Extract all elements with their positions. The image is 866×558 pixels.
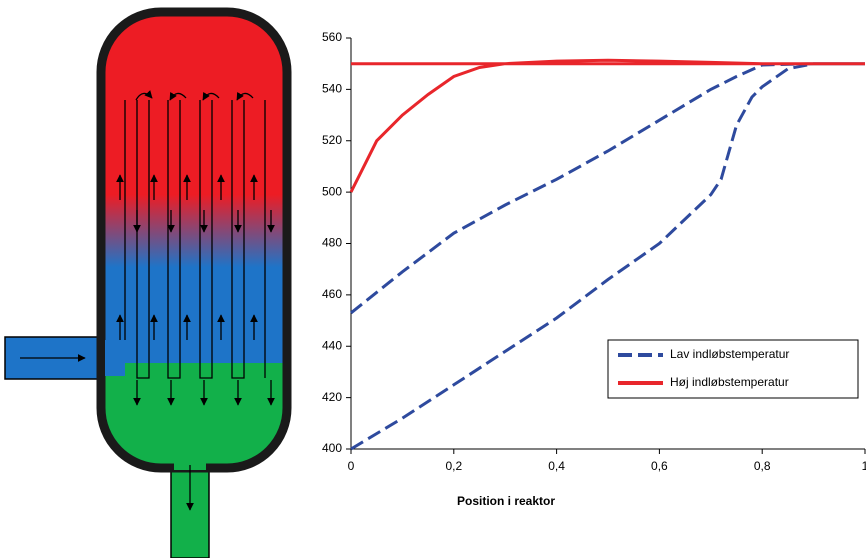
y-tick-label: 460	[322, 287, 342, 301]
y-tick-label: 400	[322, 441, 342, 455]
legend-label: Lav indløbstemperatur	[670, 347, 789, 361]
x-tick-label: 0,8	[754, 459, 771, 473]
y-tick-label: 440	[322, 338, 342, 352]
legend-label: Høj indløbstemperatur	[670, 375, 789, 389]
x-tick-label: 0,4	[548, 459, 565, 473]
y-tick-label: 480	[322, 236, 342, 250]
x-axis-title: Position i reaktor	[457, 494, 555, 508]
series-line	[349, 58, 865, 193]
x-tick-label: 1	[862, 459, 866, 473]
y-tick-label: 420	[322, 390, 342, 404]
y-tick-label: 540	[322, 82, 342, 96]
reactor-diagram	[4, 7, 292, 558]
chart: Position i reaktor 400 420 440 460 480 500 520…	[322, 30, 866, 508]
x-tick-label: 0,2	[445, 459, 462, 473]
y-tick-label: 560	[322, 30, 342, 44]
x-tick-label: 0,6	[651, 459, 668, 473]
y-tick-label: 500	[322, 184, 342, 198]
y-tick-label: 520	[322, 133, 342, 147]
x-tick-label: 0	[348, 459, 355, 473]
legend-box	[607, 339, 859, 399]
